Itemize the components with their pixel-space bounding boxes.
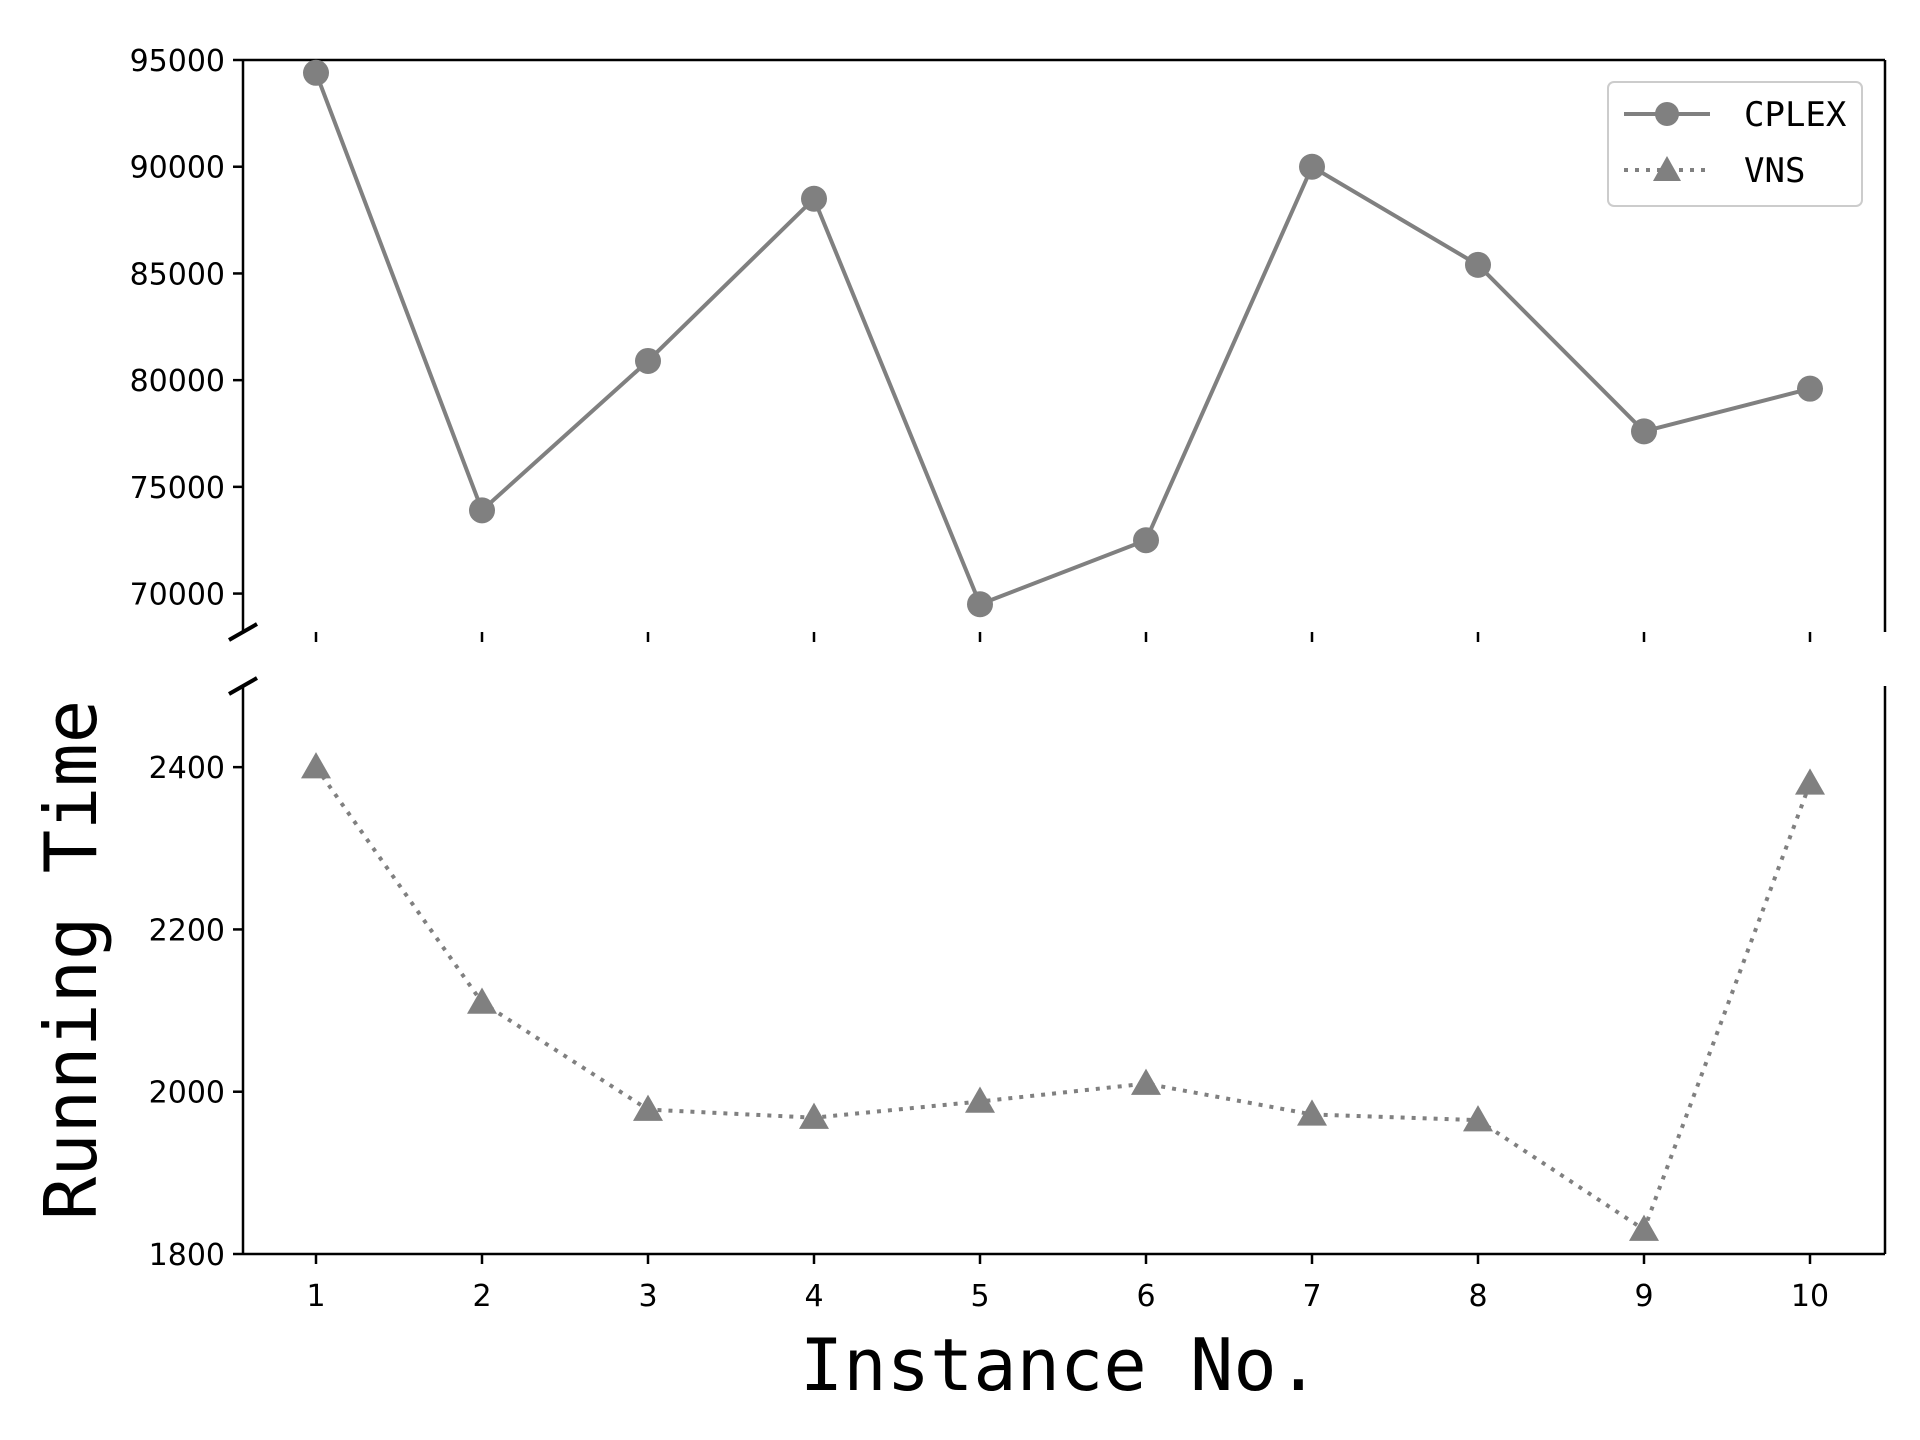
data-point-cplex — [1133, 527, 1159, 554]
upper-y-tick-label: 85000 — [130, 257, 225, 292]
series-line-cplex — [314, 72, 1811, 607]
lower-y-tick-label: 2200 — [149, 913, 225, 948]
legend-entry-cplex: CPLEX — [1624, 95, 1847, 135]
data-point-vns — [1629, 1214, 1659, 1241]
data-point-vns — [1131, 1068, 1161, 1095]
upper-y-tick-label: 90000 — [130, 151, 225, 186]
data-point-cplex — [303, 59, 329, 86]
x-tick-label: 9 — [1634, 1279, 1653, 1314]
data-point-cplex — [1797, 375, 1823, 402]
upper-panel: 70000 75000 80000 85000 90000 95000 — [130, 44, 1887, 632]
lower-panel: 1800 2000 2200 2400 — [149, 686, 1887, 1273]
upper-y-tick-label: 95000 — [130, 44, 225, 79]
upper-y-tick-label: 75000 — [130, 471, 225, 506]
legend-marker-cplex — [1655, 102, 1679, 126]
x-tick-label: 8 — [1468, 1279, 1487, 1314]
lower-y-tick-label: 2000 — [149, 1076, 225, 1111]
x-tick-label: 2 — [472, 1279, 491, 1314]
upper-y-tick-label: 70000 — [130, 578, 225, 613]
legend: CPLEX VNS — [1607, 81, 1863, 207]
x-tick-label: 1 — [306, 1279, 325, 1314]
x-tick-label: 3 — [638, 1279, 657, 1314]
data-point-cplex — [469, 497, 495, 524]
legend-label-cplex: CPLEX — [1744, 95, 1847, 135]
lower-y-tick-label: 1800 — [149, 1238, 225, 1273]
axis-break-marks — [228, 622, 258, 696]
data-point-cplex — [1299, 153, 1325, 180]
upper-break-mark — [228, 622, 258, 642]
lower-break-mark — [228, 676, 258, 696]
y-axis-title: Running Time — [29, 700, 113, 1220]
x-tick-label: 10 — [1791, 1279, 1829, 1314]
data-point-cplex — [1631, 418, 1657, 445]
data-point-cplex — [1465, 251, 1491, 278]
data-point-vns — [633, 1094, 663, 1121]
x-tick-label: 6 — [1136, 1279, 1155, 1314]
data-point-vns — [799, 1102, 829, 1129]
legend-marker-vns — [1653, 156, 1681, 181]
x-axis: 1 2 3 4 5 6 7 8 9 10 — [306, 632, 1829, 1314]
legend-label-vns: VNS — [1744, 151, 1805, 191]
data-point-vns — [301, 752, 331, 779]
data-point-vns — [1463, 1105, 1493, 1132]
data-point-vns — [965, 1086, 995, 1113]
upper-y-tick-label: 80000 — [130, 364, 225, 399]
data-point-vns — [467, 987, 497, 1014]
x-axis-title: Instance No. — [800, 1323, 1320, 1407]
data-point-vns — [1795, 768, 1825, 795]
lower-y-tick-label: 2400 — [149, 751, 225, 786]
x-tick-label: 4 — [804, 1279, 823, 1314]
data-point-cplex — [801, 185, 827, 212]
x-tick-label: 7 — [1302, 1279, 1321, 1314]
legend-entry-vns: VNS — [1624, 151, 1805, 191]
data-point-vns — [1297, 1099, 1327, 1126]
series-line-vns — [314, 765, 1812, 1233]
data-point-cplex — [967, 591, 993, 618]
data-point-cplex — [635, 347, 661, 374]
x-tick-label: 5 — [970, 1279, 989, 1314]
